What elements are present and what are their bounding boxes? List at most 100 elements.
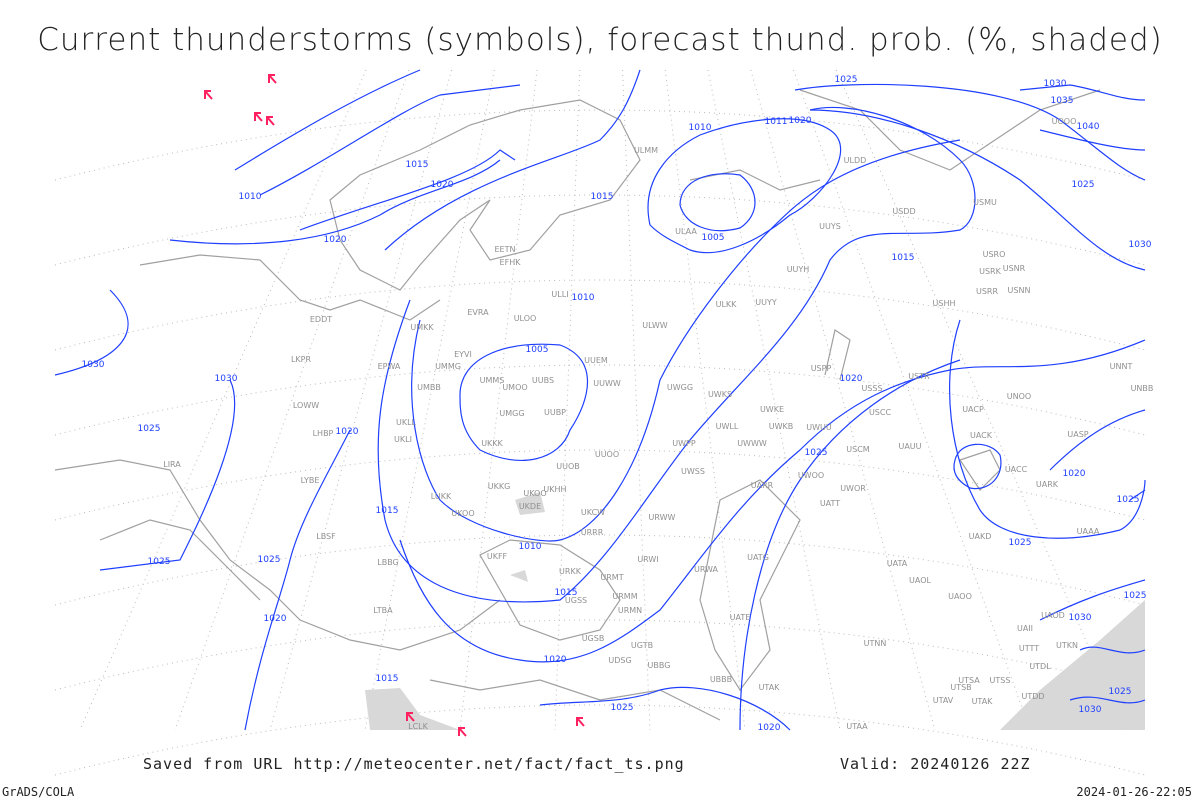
station-label: UATG: [747, 553, 769, 562]
coastline: [99, 519, 261, 601]
isobar-line: [399, 339, 1146, 663]
station-label: UTAV: [933, 696, 954, 705]
station-label: UUBP: [544, 408, 566, 417]
isobar-label: 1020: [544, 655, 567, 665]
isobar-label: 1015: [406, 160, 429, 170]
isobar-line: [647, 118, 842, 254]
thunderstorm-symbols: [204, 74, 585, 737]
station-label: UTNN: [864, 639, 887, 648]
station-label: USHH: [933, 299, 956, 308]
parallel-line: [54, 704, 1146, 776]
coastline: [139, 254, 441, 321]
meridian-line: [835, 69, 1126, 731]
station-label: UACC: [1005, 465, 1028, 474]
isobar-label: 1025: [1072, 180, 1095, 190]
station-label: UTAA: [846, 722, 868, 731]
station-label: UKLI: [394, 435, 412, 444]
isobars: [54, 69, 1146, 731]
station-label: UMBB: [417, 383, 441, 392]
meridian-line: [793, 69, 1031, 731]
station-label: UWPP: [672, 439, 696, 448]
station-label: UTKN: [1056, 641, 1078, 650]
software-credit: GrADS/COLA: [2, 785, 75, 799]
station-label: UKKG: [488, 482, 511, 491]
station-label: UTTT: [1019, 644, 1039, 653]
isobar-line: [809, 109, 1146, 271]
isobar-label: 1010: [519, 542, 542, 552]
station-label: UKHH: [543, 485, 566, 494]
isobar-label: 1010: [689, 123, 712, 133]
parallel-line: [54, 619, 1146, 691]
thunderstorm-symbol-icon: [576, 717, 585, 727]
meridian-line: [554, 69, 581, 731]
station-label: UTSB: [950, 683, 971, 692]
station-label: UKOO: [451, 509, 474, 518]
station-label: UTAK: [972, 697, 994, 706]
isobar-label: 1015: [376, 674, 399, 684]
station-label: UUBS: [532, 376, 554, 385]
isobar-label: 1025: [258, 555, 281, 565]
isobar-labels: 1010 1015 1020 1020 1030 1030 1025 1020 1015 1025…: [82, 75, 1152, 733]
station-label: UKKK: [481, 439, 503, 448]
valid-time: Valid: 20240126 22Z: [840, 755, 1031, 773]
isobar-label: 1025: [1009, 538, 1032, 548]
station-label: UTDD: [1021, 692, 1044, 701]
station-label: UMMS: [480, 376, 505, 385]
station-label: ULMM: [634, 146, 658, 155]
meridian-line: [750, 69, 936, 731]
station-label: LYBE: [301, 476, 320, 485]
station-label: UGSS: [565, 596, 587, 605]
thunderstorm-probability-shading: [365, 492, 1145, 730]
isobar-label: 1020: [336, 427, 359, 437]
isobar-line: [679, 173, 756, 232]
station-label: UUOO: [595, 450, 619, 459]
station-label: UNOO: [1007, 392, 1031, 401]
station-label: UNNT: [1110, 362, 1133, 371]
station-label: UWKS: [708, 390, 732, 399]
station-label: UMGG: [499, 409, 524, 418]
coastline: [959, 449, 1001, 491]
coastline: [429, 679, 721, 721]
isobar-label: 1011: [765, 117, 788, 127]
isobar-label: 1030: [1129, 240, 1152, 250]
station-label: EVRA: [467, 308, 489, 317]
meridian-line: [622, 69, 651, 731]
station-label: URMN: [618, 606, 642, 615]
isobar-label: 1010: [239, 192, 262, 202]
station-label: UTDL: [1029, 662, 1051, 671]
station-label: UWGG: [667, 383, 693, 392]
isobar-label: 1015: [376, 506, 399, 516]
station-label: UAOL: [909, 576, 931, 585]
isobar-label: 1020: [789, 116, 812, 126]
station-label: UDSG: [608, 656, 631, 665]
station-label: UNBB: [1131, 384, 1154, 393]
parallel-line: [54, 279, 1146, 351]
station-label: URKK: [559, 567, 582, 576]
probability-shaded-area: [510, 570, 528, 582]
source-url-text: Saved from URL http://meteocenter.net/fa…: [143, 755, 685, 773]
station-label: ULLI: [551, 290, 568, 299]
isobar-line: [377, 106, 976, 603]
coastline: [824, 329, 851, 381]
meridian-line: [664, 69, 746, 731]
isobar-label: 1015: [591, 192, 614, 202]
station-label: ULAA: [675, 227, 697, 236]
chart-title: Current thunderstorms (symbols), forecas…: [37, 22, 1163, 58]
station-label: EFHK: [500, 258, 522, 267]
station-label: URRR: [581, 528, 604, 537]
station-label: LUKK: [431, 492, 452, 501]
station-label: LIRA: [163, 460, 181, 469]
isobar-line: [234, 69, 421, 171]
station-label: USTR: [908, 372, 930, 381]
isobar-line: [739, 359, 961, 731]
station-label: EYVI: [454, 350, 472, 359]
isobar-label: 1030: [215, 374, 238, 384]
parallel-line: [54, 194, 1146, 266]
station-label: UTAK: [759, 683, 781, 692]
probability-shaded-area: [365, 688, 460, 730]
station-label: LKPR: [291, 355, 312, 364]
station-label: USSS: [861, 384, 882, 393]
station-label: USNR: [1003, 264, 1026, 273]
thunderstorm-symbol-icon: [406, 712, 415, 722]
